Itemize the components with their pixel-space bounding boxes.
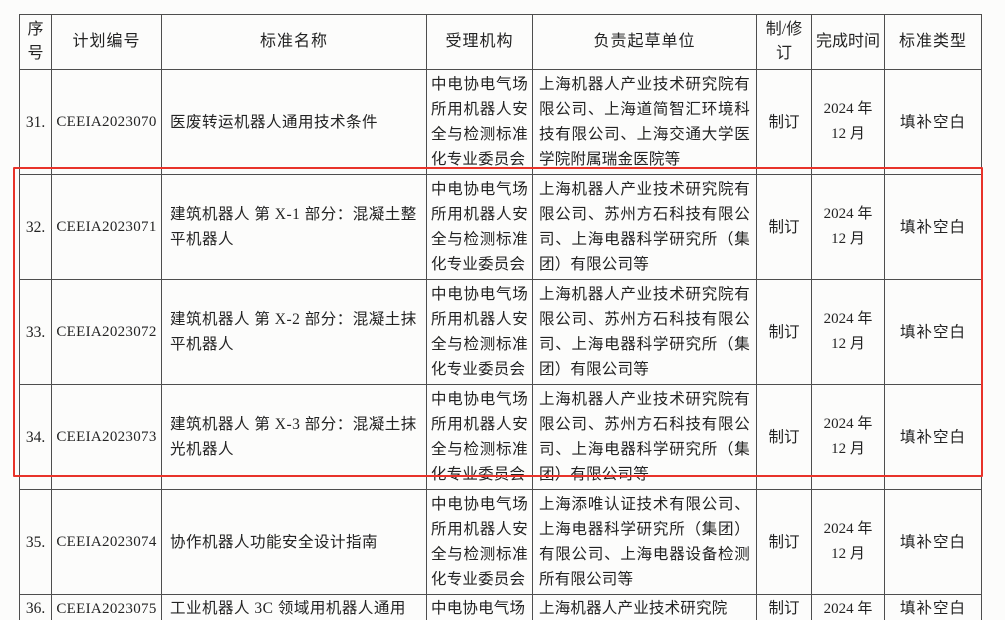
table-row: 33. CEEIA2023072 建筑机器人 第 X-2 部分：混凝土抹平机器人… <box>19 279 982 385</box>
cell-seq: 34. <box>19 384 52 490</box>
cell-drafters: 上海添唯认证技术有限公司、上海电器科学研究所（集团）有限公司、上海电器设备检测所… <box>532 489 757 595</box>
table-row: 35. CEEIA2023074 协作机器人功能安全设计指南 中电协电气场所用机… <box>19 489 982 595</box>
cell-agency: 中电协电气场所用机器人安全与检测标准化专业委员会 <box>426 174 533 280</box>
cell-name: 建筑机器人 第 X-1 部分：混凝土整平机器人 <box>161 174 427 280</box>
cell-category: 填补空白 <box>884 594 982 620</box>
cell-drafters: 上海机器人产业技术研究院 <box>532 594 757 620</box>
cell-category: 填补空白 <box>884 384 982 490</box>
cell-revision: 制订 <box>756 594 812 620</box>
cell-name: 医废转运机器人通用技术条件 <box>161 69 427 175</box>
cell-deadline: 2024 年 12 月 <box>811 279 885 385</box>
cell-code: CEEIA2023070 <box>51 69 162 175</box>
cell-name: 工业机器人 3C 领域用机器人通用 <box>161 594 427 620</box>
col-header-name: 标准名称 <box>161 14 427 70</box>
cell-category: 填补空白 <box>884 174 982 280</box>
cell-code: CEEIA2023071 <box>51 174 162 280</box>
cell-code: CEEIA2023074 <box>51 489 162 595</box>
cell-category: 填补空白 <box>884 279 982 385</box>
table-row: 36. CEEIA2023075 工业机器人 3C 领域用机器人通用 中电协电气… <box>19 594 982 620</box>
cell-agency: 中电协电气场所用机器人安全与检测标准化专业委员会 <box>426 279 533 385</box>
cell-deadline: 2024 年 12 月 <box>811 489 885 595</box>
cell-deadline: 2024 年 12 月 <box>811 384 885 490</box>
cell-revision: 制订 <box>756 384 812 490</box>
table-row: 34. CEEIA2023073 建筑机器人 第 X-3 部分：混凝土抹光机器人… <box>19 384 982 490</box>
cell-revision: 制订 <box>756 279 812 385</box>
cell-name: 建筑机器人 第 X-3 部分：混凝土抹光机器人 <box>161 384 427 490</box>
cell-agency: 中电协电气场 <box>426 594 533 620</box>
cell-seq: 31. <box>19 69 52 175</box>
col-header-category: 标准类型 <box>884 14 982 70</box>
cell-drafters: 上海机器人产业技术研究院有限公司、上海道简智汇环境科技有限公司、上海交通大学医学… <box>532 69 757 175</box>
cell-drafters: 上海机器人产业技术研究院有限公司、苏州方石科技有限公司、上海电器科学研究所（集团… <box>532 279 757 385</box>
cell-agency: 中电协电气场所用机器人安全与检测标准化专业委员会 <box>426 489 533 595</box>
cell-category: 填补空白 <box>884 69 982 175</box>
cell-drafters: 上海机器人产业技术研究院有限公司、苏州方石科技有限公司、上海电器科学研究所（集团… <box>532 174 757 280</box>
col-header-revision: 制/修订 <box>756 14 812 70</box>
col-header-agency: 受理机构 <box>426 14 533 70</box>
cell-seq: 35. <box>19 489 52 595</box>
cell-category: 填补空白 <box>884 489 982 595</box>
cell-deadline: 2024 年 <box>811 594 885 620</box>
cell-drafters: 上海机器人产业技术研究院有限公司、苏州方石科技有限公司、上海电器科学研究所（集团… <box>532 384 757 490</box>
cell-deadline: 2024 年 12 月 <box>811 174 885 280</box>
cell-name: 建筑机器人 第 X-2 部分：混凝土抹平机器人 <box>161 279 427 385</box>
col-header-deadline: 完成时间 <box>811 14 885 70</box>
cell-seq: 33. <box>19 279 52 385</box>
table-body: 31. CEEIA2023070 医废转运机器人通用技术条件 中电协电气场所用机… <box>19 69 982 620</box>
cell-revision: 制订 <box>756 174 812 280</box>
cell-code: CEEIA2023073 <box>51 384 162 490</box>
cell-agency: 中电协电气场所用机器人安全与检测标准化专业委员会 <box>426 384 533 490</box>
col-header-seq: 序号 <box>19 14 52 70</box>
table-header: 序号 计划编号 标准名称 受理机构 负责起草单位 制/修订 完成时间 标准类型 <box>19 14 982 70</box>
cell-deadline: 2024 年 12 月 <box>811 69 885 175</box>
cell-seq: 32. <box>19 174 52 280</box>
table-row: 31. CEEIA2023070 医废转运机器人通用技术条件 中电协电气场所用机… <box>19 69 982 175</box>
cell-revision: 制订 <box>756 69 812 175</box>
table-row: 32. CEEIA2023071 建筑机器人 第 X-1 部分：混凝土整平机器人… <box>19 174 982 280</box>
cell-name: 协作机器人功能安全设计指南 <box>161 489 427 595</box>
cell-agency: 中电协电气场所用机器人安全与检测标准化专业委员会 <box>426 69 533 175</box>
standards-table: 序号 计划编号 标准名称 受理机构 负责起草单位 制/修订 完成时间 标准类型 … <box>19 14 982 620</box>
cell-code: CEEIA2023072 <box>51 279 162 385</box>
cell-code: CEEIA2023075 <box>51 594 162 620</box>
header-row: 序号 计划编号 标准名称 受理机构 负责起草单位 制/修订 完成时间 标准类型 <box>19 14 982 70</box>
col-header-drafters: 负责起草单位 <box>532 14 757 70</box>
cell-revision: 制订 <box>756 489 812 595</box>
col-header-code: 计划编号 <box>51 14 162 70</box>
cell-seq: 36. <box>19 594 52 620</box>
